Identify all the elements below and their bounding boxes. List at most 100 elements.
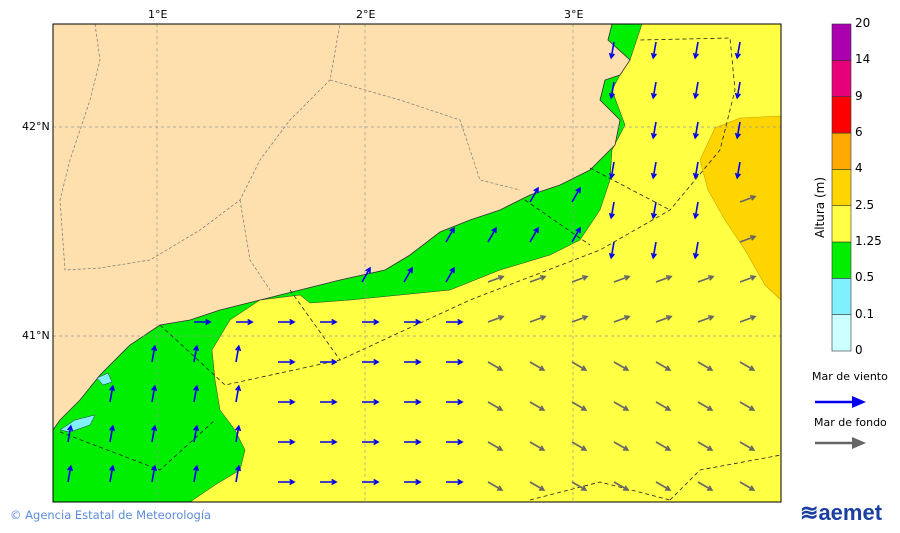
wind-sea-arrow [403, 266, 413, 283]
wind-sea-arrow [608, 81, 615, 100]
wind-sea-arrow [320, 398, 338, 406]
zone-boundaries [59, 37, 782, 501]
swell-arrow [697, 441, 714, 451]
wind-sea-arrow [650, 121, 657, 140]
wind-sea-arrow [235, 424, 242, 443]
wind-sea-arrow [608, 161, 615, 180]
wind-sea-arrow [608, 41, 615, 60]
wind-sea-arrow [404, 478, 422, 486]
wind-sea-arrow [692, 161, 699, 180]
wind-sea-arrow [404, 358, 422, 366]
swell-arrow [655, 361, 672, 371]
wind-sea-arrow [734, 121, 741, 140]
wind-sea-arrow [529, 226, 539, 243]
wind-sea-arrow [278, 438, 296, 446]
wind-sea-arrow [446, 318, 464, 326]
wind-sea-arrow [404, 318, 422, 326]
swell-arrow [655, 274, 673, 283]
colorbar-tick: 1.25 [855, 234, 882, 248]
wind-sea-arrow [404, 398, 422, 406]
wind-sea-arrow [650, 201, 657, 220]
wind-sea-arrowhead-icon [852, 396, 866, 408]
wind-sea-arrow [608, 201, 615, 220]
swell-arrow [739, 314, 757, 323]
colorbar-segment [831, 23, 852, 61]
wind-sea-arrow [278, 398, 296, 406]
wind-sea-arrow [320, 438, 338, 446]
swell-arrow [697, 314, 715, 323]
swell-arrow [613, 441, 630, 451]
swell-arrow [739, 274, 757, 283]
swell-arrow [529, 401, 546, 411]
wind-sea-arrow [650, 41, 657, 60]
logo-text: aemet [818, 500, 883, 525]
wind-sea-arrow [67, 424, 74, 443]
swell-label: Mar de fondo [814, 416, 887, 429]
admin-borders [59, 23, 521, 291]
swell-arrow [529, 274, 547, 283]
swell-arrow [571, 441, 588, 451]
wind-sea-arrow [151, 464, 158, 483]
aemet-logo: ≋aemet [800, 500, 883, 525]
wind-sea-arrow [445, 226, 455, 243]
lon-label: 1°E [148, 8, 168, 21]
swell-arrow [613, 401, 630, 411]
swell-arrow [655, 401, 672, 411]
colorbar-tick: 4 [855, 161, 863, 176]
wind-sea-arrow [194, 318, 212, 326]
swell-arrow [613, 481, 630, 491]
colorbar-segment [831, 96, 852, 134]
swell-arrow [529, 314, 547, 323]
wind-sea-arrow [109, 464, 116, 483]
wind-sea-arrow [608, 241, 615, 260]
swell-arrow [613, 361, 630, 371]
wind-sea-arrow [320, 478, 338, 486]
swell-arrow [613, 274, 631, 283]
swell-arrow [739, 361, 756, 371]
wind-sea-arrow [278, 318, 296, 326]
wind-sea-arrow [734, 41, 741, 60]
wind-sea-arrow [235, 384, 242, 403]
swell-arrow [655, 481, 672, 491]
wind-sea-arrow [529, 186, 539, 203]
swell-arrow [571, 361, 588, 371]
wind-sea-arrow [193, 464, 200, 483]
wind-sea-arrow [692, 81, 699, 100]
swell-arrow [487, 274, 505, 283]
map-frame [52, 23, 782, 503]
swell-arrow [697, 481, 714, 491]
colorbar-tick: 9 [855, 88, 863, 103]
wind-sea-arrow [320, 318, 338, 326]
wind-sea-label: Mar de viento [812, 370, 888, 383]
copyright-credit: © Agencia Estatal de Meteorología [10, 508, 212, 522]
wind-sea-arrow [445, 266, 455, 283]
wind-sea-arrow [320, 358, 338, 366]
wind-sea-arrow [362, 438, 380, 446]
wind-sea-arrow [193, 384, 200, 403]
credit-text: Agencia Estatal de Meteorología [25, 508, 212, 522]
wind-sea-arrow [571, 226, 581, 243]
colorbar-title: Altura (m) [813, 176, 827, 238]
swell-arrow [571, 481, 588, 491]
wind-sea-arrow [193, 424, 200, 443]
wind-sea-arrow [236, 318, 254, 326]
wind-sea-arrow [692, 41, 699, 60]
wind-sea-arrow [109, 384, 116, 403]
orange-zone [699, 115, 782, 301]
wind-sea-arrow [404, 438, 422, 446]
wind-sea-arrow [151, 344, 158, 363]
wind-sea-arrow [235, 344, 242, 363]
wind-sea-arrow [692, 121, 699, 140]
lat-label: 41°N [22, 329, 50, 342]
swell-arrow [487, 441, 504, 451]
swell-arrow [655, 441, 672, 451]
colorbar-tick: 14 [855, 52, 871, 67]
swell-arrow [487, 314, 505, 323]
wind-sea-arrow [109, 424, 116, 443]
swell-arrow [739, 481, 756, 491]
wind-sea-arrow [151, 384, 158, 403]
lon-label: 3°E [564, 8, 584, 21]
swell-arrow [655, 314, 673, 323]
swell-arrow [571, 314, 589, 323]
swell-arrow [571, 401, 588, 411]
